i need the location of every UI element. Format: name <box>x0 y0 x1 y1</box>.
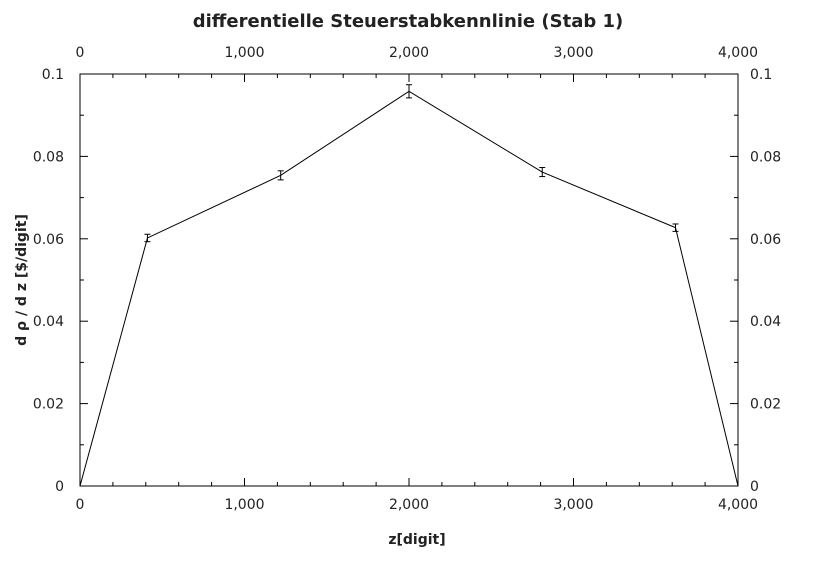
x-tick-label-top: 4,000 <box>718 45 758 61</box>
x-tick-label-bottom: 2,000 <box>389 497 429 513</box>
y-tick-label-right: 0.04 <box>750 314 781 330</box>
x-tick-label-top: 1,000 <box>224 45 264 61</box>
x-tick-label-bottom: 4,000 <box>718 497 758 513</box>
x-tick-label-top: 3,000 <box>553 45 593 61</box>
x-tick-label-bottom: 1,000 <box>224 497 264 513</box>
y-tick-label-right: 0.08 <box>750 149 781 165</box>
chart-title: differentielle Steuerstabkennlinie (Stab… <box>193 11 624 32</box>
x-tick-label-top: 2,000 <box>389 45 429 61</box>
tick-group <box>79 73 739 487</box>
y-tick-label-left: 0.1 <box>42 67 64 83</box>
x-axis-label: z[digit] <box>388 532 445 548</box>
tick-label-group: 001,0001,0002,0002,0003,0003,0004,0004,0… <box>33 45 781 513</box>
y-tick-label-right: 0.06 <box>750 232 781 248</box>
y-axis-label: d ρ / d z [$/digit] <box>14 214 30 346</box>
error-bar <box>144 233 151 243</box>
error-bar <box>672 223 679 232</box>
x-tick-label-top: 0 <box>76 45 85 61</box>
series-line <box>79 90 739 487</box>
x-tick-label-bottom: 0 <box>76 497 85 513</box>
error-bar <box>539 167 546 178</box>
y-tick-label-right: 0.02 <box>750 397 781 413</box>
y-tick-label-left: 0.04 <box>33 314 64 330</box>
y-tick-label-left: 0.06 <box>33 232 64 248</box>
y-tick-label-left: 0.02 <box>33 397 64 413</box>
y-tick-label-left: 0.08 <box>33 149 64 165</box>
error-bar <box>406 84 412 99</box>
x-tick-label-bottom: 3,000 <box>553 497 593 513</box>
y-tick-label-right: 0 <box>750 479 759 495</box>
error-bar <box>277 170 284 181</box>
series-group <box>79 84 739 487</box>
y-tick-label-right: 0.1 <box>750 67 772 83</box>
plot-frame <box>79 73 739 487</box>
y-tick-label-left: 0 <box>55 479 64 495</box>
